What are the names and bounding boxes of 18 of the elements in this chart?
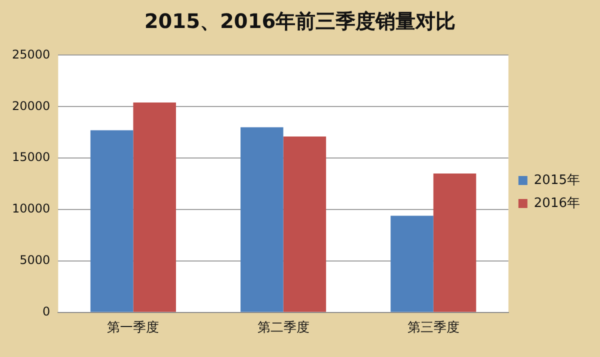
- legend-label: 2015年: [534, 172, 580, 188]
- bar: [90, 130, 134, 312]
- bar: [433, 174, 476, 312]
- bar: [240, 127, 284, 312]
- y-tick-label: 20000: [12, 98, 50, 113]
- x-tick-label: 第二季度: [257, 320, 310, 336]
- legend-label: 2016年: [534, 196, 580, 211]
- x-tick-label: 第三季度: [407, 320, 460, 336]
- y-tick-label: 25000: [12, 47, 50, 62]
- y-tick-label: 5000: [20, 253, 50, 268]
- bar: [133, 102, 176, 312]
- bar: [390, 216, 434, 312]
- x-tick-label: 第一季度: [107, 320, 160, 336]
- y-tick-label: 0: [42, 304, 50, 319]
- bar: [283, 136, 326, 312]
- y-tick-label: 15000: [12, 150, 50, 164]
- y-tick-label: 10000: [12, 202, 50, 216]
- chart-title: 2015、2016年前三季度销量对比: [143, 8, 457, 35]
